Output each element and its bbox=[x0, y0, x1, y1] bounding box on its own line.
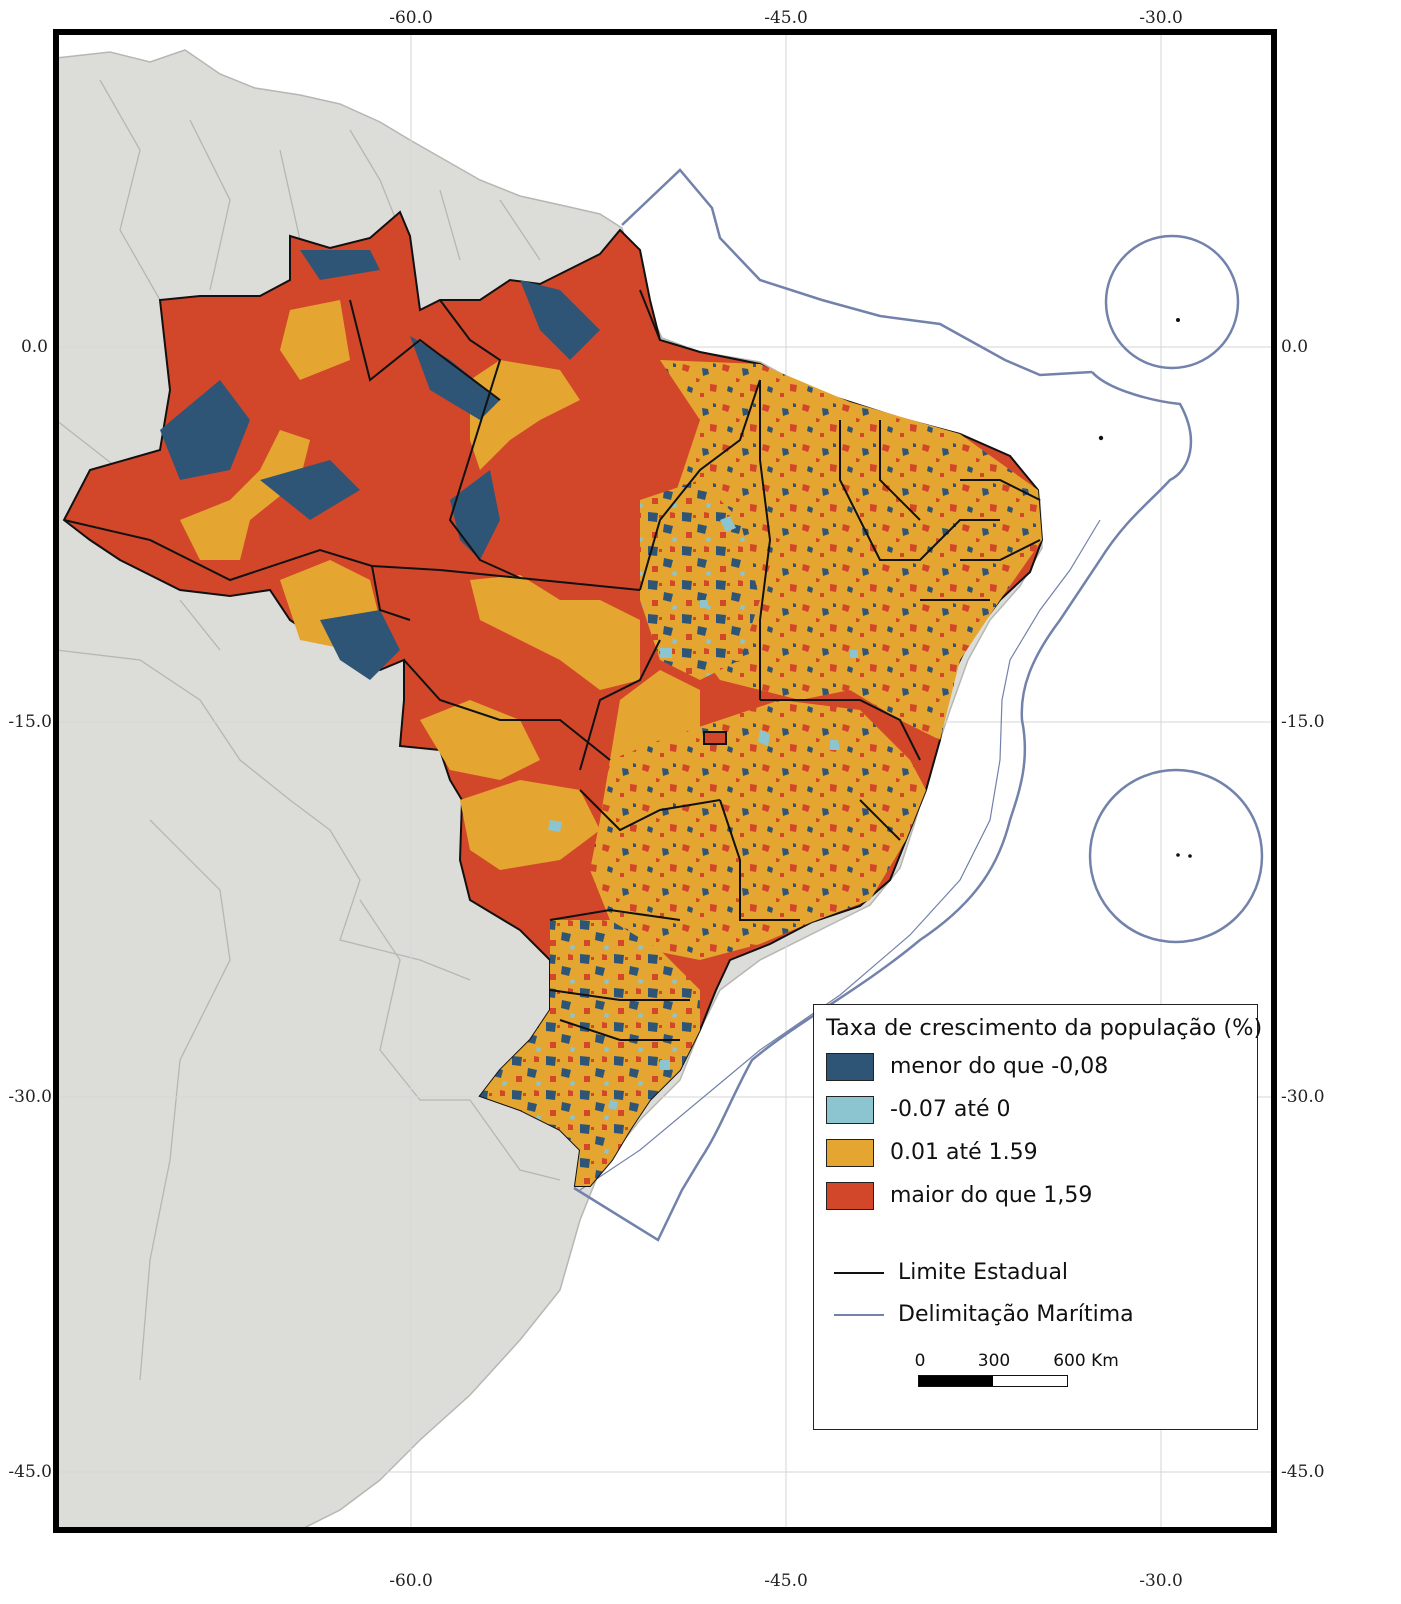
scale-label: 0 bbox=[914, 1351, 926, 1371]
state-boundaries bbox=[63, 289, 1041, 1041]
region-blue bbox=[320, 610, 400, 680]
region-blue bbox=[410, 336, 500, 420]
legend-swatch bbox=[826, 1139, 874, 1167]
region-mosaic-northeast bbox=[660, 360, 1042, 740]
scale-label: 300 bbox=[977, 1351, 1011, 1371]
top-tick-label: -45.0 bbox=[764, 8, 808, 28]
bottom-tick-label: -60.0 bbox=[389, 1571, 433, 1591]
top-tick-label: -60.0 bbox=[389, 8, 433, 28]
maritime-boundary bbox=[573, 168, 1264, 1242]
region-orange bbox=[280, 300, 350, 380]
legend-label: maior do que 1,59 bbox=[890, 1183, 1093, 1208]
distrito-federal bbox=[703, 731, 727, 745]
islands bbox=[1098, 318, 1192, 858]
region-orange bbox=[460, 780, 600, 870]
left-tick-label: -30.0 bbox=[8, 1087, 52, 1107]
region-blue bbox=[260, 460, 360, 520]
left-tick-label: -45.0 bbox=[8, 1462, 52, 1482]
legend-label: 0.01 até 1.59 bbox=[890, 1140, 1038, 1165]
bottom-tick-label: -45.0 bbox=[764, 1571, 808, 1591]
legend-label: menor do que -0,08 bbox=[890, 1054, 1109, 1079]
scale-bar-segment bbox=[919, 1376, 993, 1386]
legend-swatch bbox=[826, 1096, 874, 1124]
legend-swatch bbox=[826, 1182, 874, 1210]
region-mosaic-southeast bbox=[590, 700, 926, 960]
legend-label: Delimitação Marítima bbox=[898, 1302, 1134, 1327]
right-tick-label: -30.0 bbox=[1281, 1087, 1325, 1107]
legend: Taxa de crescimento da população (%) men… bbox=[813, 1004, 1262, 1430]
legend-label: -0.07 até 0 bbox=[890, 1097, 1011, 1122]
left-tick-label: 0.0 bbox=[20, 337, 48, 357]
legend-swatch bbox=[826, 1053, 874, 1081]
region-orange bbox=[470, 575, 640, 690]
right-tick-label: -15.0 bbox=[1281, 712, 1325, 732]
legend-label: Limite Estadual bbox=[898, 1260, 1069, 1285]
region-blue bbox=[160, 380, 250, 480]
scale-bar bbox=[918, 1375, 1068, 1387]
region-orange bbox=[470, 360, 580, 470]
country-borders bbox=[56, 79, 561, 1381]
scale-label: 600 Km bbox=[1053, 1351, 1119, 1371]
legend-title: Taxa de crescimento da população (%) bbox=[826, 1015, 1263, 1041]
legend-line-sample bbox=[834, 1314, 884, 1316]
left-tick-label: -15.0 bbox=[8, 712, 52, 732]
right-tick-label: -45.0 bbox=[1281, 1462, 1325, 1482]
legend-line-sample bbox=[834, 1272, 884, 1274]
light-blue-municipalities bbox=[548, 516, 858, 1110]
region-mosaic-south bbox=[480, 920, 700, 1186]
region-blue bbox=[300, 250, 380, 280]
top-tick-label: -30.0 bbox=[1139, 8, 1183, 28]
map-frame bbox=[53, 29, 1277, 1533]
brazil-choropleth bbox=[62, 210, 1044, 1187]
region-orange bbox=[180, 430, 310, 560]
region-blue bbox=[520, 280, 600, 360]
right-tick-label: 0.0 bbox=[1281, 337, 1309, 357]
bottom-tick-label: -30.0 bbox=[1139, 1571, 1183, 1591]
